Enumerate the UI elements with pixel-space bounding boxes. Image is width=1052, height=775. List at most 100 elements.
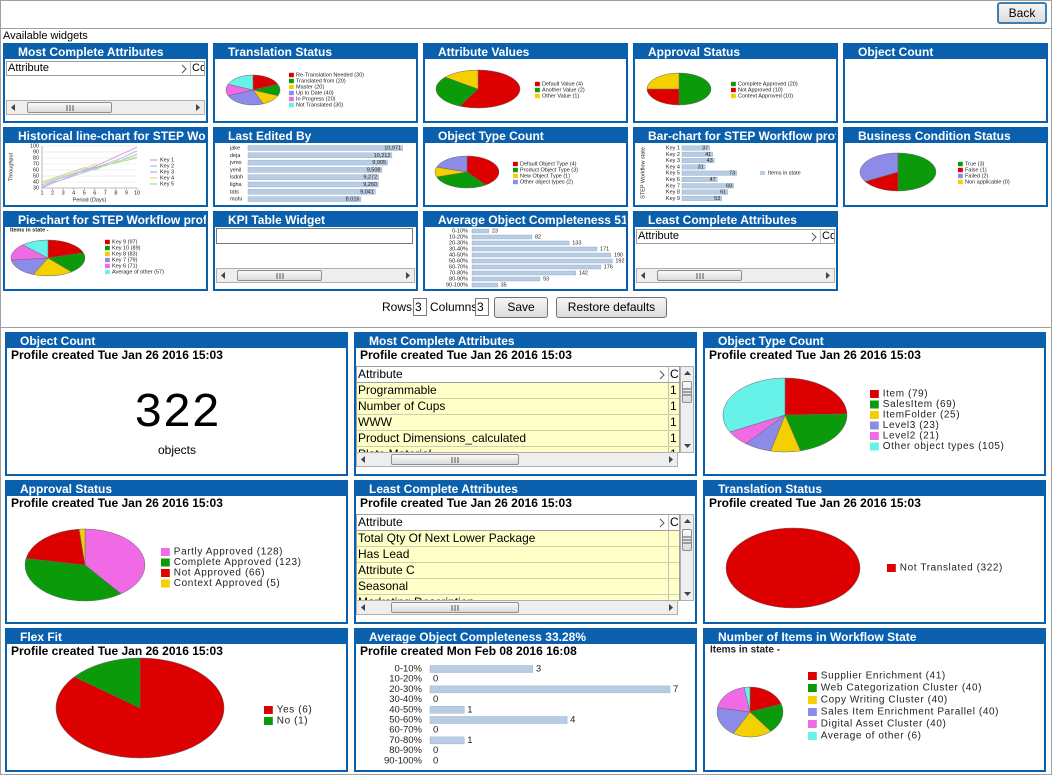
scroll-arrow[interactable]: [664, 453, 677, 466]
category-label: Key 9: [666, 196, 680, 202]
table-row[interactable]: Total Qty Of Next Lower Package: [357, 531, 679, 547]
profile-caption: Profile created Tue Jan 26 2016 15:03: [11, 348, 223, 362]
column-header[interactable]: Attribute: [357, 515, 669, 530]
horizontal-scrollbar[interactable]: [636, 268, 835, 283]
bar: [471, 234, 533, 240]
pie-chart: Not Translated (322): [725, 527, 1003, 609]
column-header[interactable]: Co: [822, 230, 835, 242]
scroll-arrow[interactable]: [821, 269, 834, 282]
rows-input[interactable]: 3: [413, 298, 427, 316]
widget-body: Profile created Tue Jan 26 2016 15:03 Att…: [356, 496, 695, 622]
pie-slice: [743, 686, 751, 713]
columns-input[interactable]: 3: [475, 298, 489, 316]
widget-title: Translation Status: [215, 45, 416, 59]
bar: [247, 159, 388, 166]
table-cell: 1: [669, 447, 679, 452]
scroll-arrow[interactable]: [217, 269, 230, 282]
scroll-arrow[interactable]: [191, 101, 204, 114]
table-row[interactable]: Attribute C: [357, 563, 679, 579]
pie-slice: [84, 528, 146, 595]
scroll-grip: [696, 272, 703, 279]
pie-slice: [646, 88, 680, 106]
horizontal-scrollbar[interactable]: [216, 268, 415, 283]
chevron-icon: [181, 64, 187, 73]
table-row[interactable]: Programmable 1: [357, 383, 679, 399]
horizontal-scrollbar[interactable]: [356, 600, 678, 615]
table-row[interactable]: Has Lead: [357, 547, 679, 563]
kpi-input[interactable]: [216, 228, 413, 244]
horizontal-scrollbar[interactable]: [356, 452, 678, 467]
vertical-scrollbar[interactable]: [680, 366, 694, 453]
widget-body: Default Value (4) Another Value (2) Other …: [425, 59, 626, 121]
x-tick-label: 7: [104, 190, 107, 196]
arrow-icon: [361, 604, 365, 611]
legend-label: ItemFolder (25): [883, 410, 960, 421]
table-row[interactable]: WWW 1: [357, 415, 679, 431]
category-label: Key 7: [666, 183, 680, 189]
widget-body: Profile created Tue Jan 26 2016 15:03 Yes…: [7, 644, 346, 770]
top-bar: [0, 0, 1052, 29]
category-label: 50-60%: [389, 715, 422, 726]
legend-label: Master (20): [296, 84, 324, 90]
category-label: 80-90%: [389, 745, 422, 756]
scroll-thumb[interactable]: [682, 529, 692, 551]
scroll-thumb[interactable]: [391, 602, 519, 613]
value-label: 41: [705, 152, 711, 158]
legend-label: Key 4: [160, 175, 174, 181]
scroll-thumb[interactable]: [237, 270, 322, 281]
scroll-arrow[interactable]: [401, 269, 414, 282]
column-header[interactable]: Attribute: [7, 62, 191, 75]
legend-label: Key 2: [160, 163, 174, 169]
x-tick-label: 10: [134, 190, 140, 196]
horizontal-scrollbar[interactable]: [6, 100, 205, 115]
scroll-arrow[interactable]: [681, 439, 694, 452]
legend-swatch: [958, 179, 963, 185]
table-row[interactable]: Seasonal: [357, 579, 679, 595]
legend-swatch: [161, 569, 170, 577]
widget: Translation Status Profile created Tue Ja…: [703, 480, 1046, 624]
scroll-arrow[interactable]: [7, 101, 20, 114]
column-header[interactable]: C: [669, 367, 679, 382]
table-row[interactable]: Marketing Description: [357, 595, 679, 600]
scroll-arrow[interactable]: [681, 367, 694, 380]
y-tick-label: 50: [33, 173, 39, 179]
scroll-thumb[interactable]: [657, 270, 742, 281]
column-header[interactable]: Co: [192, 62, 205, 74]
legend-label: Not Approved (10): [738, 87, 783, 93]
back-button[interactable]: Back: [997, 2, 1047, 24]
scroll-thumb[interactable]: [27, 102, 112, 113]
arrow-icon: [684, 444, 691, 448]
table-cell: Total Qty Of Next Lower Package: [357, 531, 669, 546]
category-label: yenil: [230, 167, 241, 173]
scroll-arrow[interactable]: [681, 587, 694, 600]
legend-swatch: [535, 87, 540, 93]
table-row[interactable]: Product Dimensions_calculated 1: [357, 431, 679, 447]
scroll-arrow[interactable]: [681, 515, 694, 528]
save-button[interactable]: Save: [494, 297, 548, 318]
scroll-arrow[interactable]: [357, 601, 370, 614]
category-label: 20-30%: [389, 684, 422, 695]
scroll-thumb[interactable]: [682, 381, 692, 403]
pie-chart: Item (79)SalesItem (69)ItemFolder (25)Le…: [722, 377, 1004, 453]
widget: Object Count: [843, 43, 1048, 123]
scroll-thumb[interactable]: [391, 454, 519, 465]
restore-defaults-button[interactable]: Restore defaults: [556, 297, 667, 318]
table-cell: [669, 579, 679, 594]
widget-title: Number of Items in Workflow State: [705, 630, 1044, 644]
column-header[interactable]: Attribute: [637, 230, 821, 243]
scroll-arrow[interactable]: [357, 453, 370, 466]
widget-title: Most Complete Attributes: [356, 334, 695, 348]
value-label: 10,212: [374, 153, 391, 159]
table-cell: Plate Material: [357, 447, 669, 452]
table-row[interactable]: Number of Cups 1: [357, 399, 679, 415]
legend-label: Not Translated (322): [900, 563, 1003, 574]
scroll-arrow[interactable]: [664, 601, 677, 614]
pie-slice: [466, 155, 500, 186]
scroll-arrow[interactable]: [637, 269, 650, 282]
widget-body: Re-Translation Needed (30) Translated fro…: [215, 59, 416, 121]
widget-body: [845, 59, 1046, 121]
table-row[interactable]: Plate Material1: [357, 447, 679, 452]
vertical-scrollbar[interactable]: [680, 514, 694, 601]
column-header[interactable]: C: [669, 515, 679, 530]
column-header[interactable]: Attribute: [357, 367, 669, 382]
